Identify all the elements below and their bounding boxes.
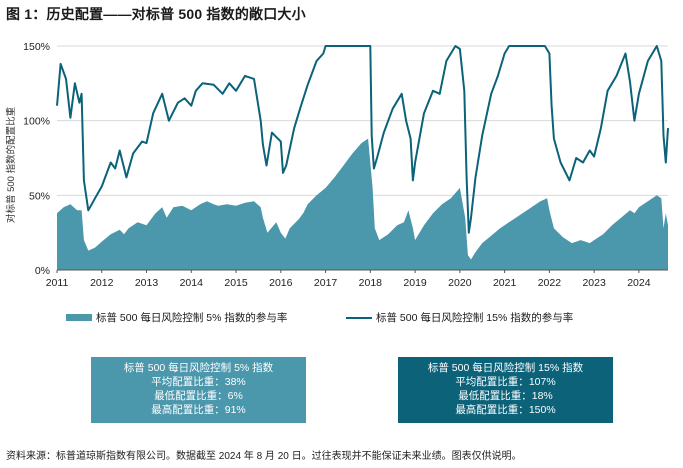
stats-title-15pct: 标普 500 每日风险控制 15% 指数 bbox=[427, 362, 584, 374]
y-tick-label: 50% bbox=[29, 190, 50, 202]
stats-avg-value: 38% bbox=[224, 376, 246, 388]
line-path-15pct bbox=[56, 45, 669, 234]
x-tick-label: 2015 bbox=[224, 277, 248, 289]
x-tick-label: 2021 bbox=[493, 277, 517, 289]
x-tick-label: 2019 bbox=[403, 277, 427, 289]
figure-title: 图 1：历史配置——对标普 500 指数的敞口大小 bbox=[6, 6, 306, 22]
chart: 0% 50% 100% 150% 2011 2012 2013 2014 2015 2016 201… bbox=[5, 41, 669, 289]
stats-avg-label: 平均配置比重： bbox=[455, 376, 529, 388]
area-series-5pct bbox=[57, 138, 668, 270]
y-tick-label: 0% bbox=[35, 265, 50, 277]
x-tick-label: 2017 bbox=[314, 277, 338, 289]
area-path-5pct bbox=[57, 138, 668, 270]
axes: 0% 50% 100% 150% 2011 2012 2013 2014 2015 2016 201… bbox=[23, 41, 668, 289]
x-tick-label: 2013 bbox=[135, 277, 159, 289]
y-tick-label: 150% bbox=[23, 41, 50, 53]
x-tick-label: 2012 bbox=[90, 277, 114, 289]
x-tick-label: 2020 bbox=[448, 277, 472, 289]
stats-max-label: 最高配置比重： bbox=[455, 404, 529, 416]
stats-max-value: 91% bbox=[224, 404, 246, 416]
x-tick-label: 2024 bbox=[627, 277, 651, 289]
legend-item-area: 标普 500 每日风险控制 5% 指数的参与率 bbox=[66, 310, 287, 325]
source-note: 资料来源：标普道琼斯指数有限公司。数据截至 2024 年 8 月 20 日。过往… bbox=[6, 451, 522, 462]
stats-max-value: 150% bbox=[528, 404, 556, 416]
x-tick-label: 2022 bbox=[538, 277, 562, 289]
x-tick-label: 2016 bbox=[269, 277, 293, 289]
x-tick-label: 2018 bbox=[359, 277, 383, 289]
legend-item-line: 标普 500 每日风险控制 15% 指数的参与率 bbox=[346, 310, 573, 325]
legend-swatch-area bbox=[66, 314, 92, 321]
stats-min-label: 最低配置比重： bbox=[458, 390, 532, 402]
stats-min-value: 18% bbox=[531, 390, 553, 402]
stats-min-label: 最低配置比重： bbox=[154, 390, 228, 402]
legend-label-area: 标普 500 每日风险控制 5% 指数的参与率 bbox=[96, 312, 288, 324]
x-tick-label: 2011 bbox=[46, 277, 69, 289]
stats-min-value: 6% bbox=[227, 390, 243, 402]
stats-title-5pct: 标普 500 每日风险控制 5% 指数 bbox=[123, 362, 274, 374]
stats-avg-value: 107% bbox=[528, 376, 556, 388]
stats-max-label: 最高配置比重： bbox=[151, 404, 225, 416]
stats-box-5pct: 标普 500 每日风险控制 5% 指数 平均配置比重：38% 最低配置比重：6%… bbox=[91, 357, 306, 423]
legend-label-line: 标普 500 每日风险控制 15% 指数的参与率 bbox=[376, 312, 574, 324]
x-tick-label: 2014 bbox=[180, 277, 204, 289]
line-series-15pct bbox=[56, 45, 669, 234]
legend-swatch-line bbox=[346, 316, 372, 319]
stats-avg-label: 平均配置比重： bbox=[151, 376, 225, 388]
y-axis-label: 对标普 500 指数的配置比重 bbox=[5, 106, 17, 223]
stats-box-15pct: 标普 500 每日风险控制 15% 指数 平均配置比重：107% 最低配置比重：… bbox=[398, 357, 613, 423]
y-tick-label: 100% bbox=[23, 116, 50, 128]
x-tick-label: 2023 bbox=[582, 277, 606, 289]
